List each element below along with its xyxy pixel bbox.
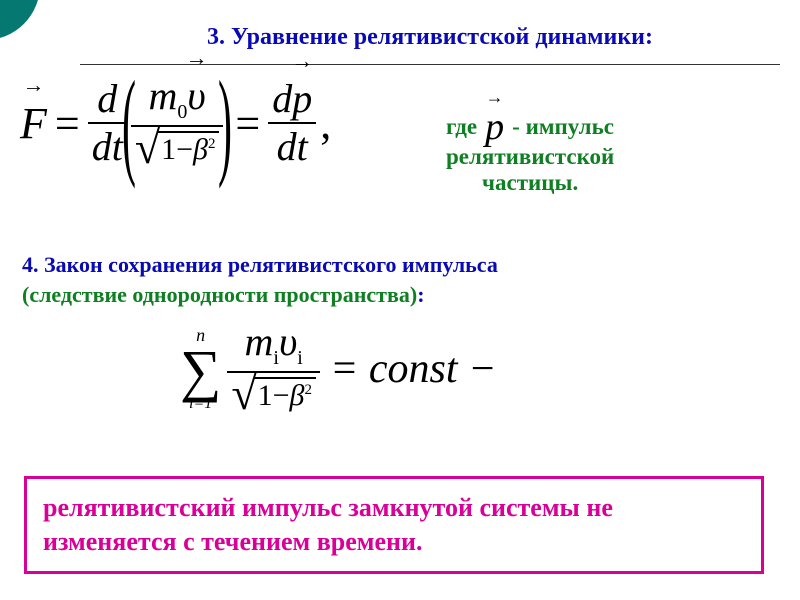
sqrt-den-2: √ 1−β2 bbox=[227, 376, 320, 416]
section-4-heading: 4. Закон сохранения релятивистского импу… bbox=[22, 250, 498, 309]
equation-conservation: n ∑ i=1 miυi √ 1−β2 = const − bbox=[180, 322, 496, 416]
left-paren: ( bbox=[122, 78, 136, 168]
sqrt-den: √ 1−β2 bbox=[131, 130, 224, 170]
corner-circle bbox=[0, 0, 40, 40]
section-4-title-b: (следствие однородности пространства) bbox=[22, 282, 417, 307]
equals-sign: = bbox=[55, 98, 80, 149]
mivi-num: miυi bbox=[240, 322, 306, 368]
highlight-box: релятивистский импульс замкнутой системы… bbox=[24, 476, 764, 574]
term-fraction: miυi √ 1−β2 bbox=[227, 322, 320, 416]
momentum-fraction: m0υ √ 1−β2 bbox=[131, 76, 224, 170]
section-4-number: 4. bbox=[22, 252, 39, 277]
force-F: F bbox=[20, 98, 47, 149]
section-4-title-a: Закон сохранения релятивистского импульс… bbox=[44, 252, 498, 277]
impulse-label: - импульс bbox=[512, 114, 614, 140]
dt-den-2: dt bbox=[273, 127, 312, 167]
right-paren: ) bbox=[218, 78, 232, 168]
equation-dynamics: F = d dt ( m0υ √ 1−β2 ) = dp dt , bbox=[20, 76, 331, 170]
d-num: d bbox=[93, 79, 121, 119]
dp-num: dp bbox=[268, 79, 316, 119]
dt-den: dt bbox=[88, 127, 127, 167]
equals-sign-2: = bbox=[235, 98, 260, 149]
particle-label: частицы. bbox=[446, 170, 614, 196]
sum-lower: i=1 bbox=[189, 395, 212, 413]
section-4-colon: : bbox=[417, 282, 424, 307]
momentum-annotation: где p - импульс релятивистской частицы. bbox=[446, 100, 614, 196]
dp-dt-fraction: dp dt bbox=[268, 79, 316, 167]
where-label: где bbox=[446, 114, 477, 140]
d-dt-fraction: d dt bbox=[88, 79, 127, 167]
summation: n ∑ i=1 bbox=[180, 325, 221, 413]
momentum-p: p bbox=[485, 105, 504, 149]
relativistic-label: релятивистской bbox=[446, 144, 614, 170]
velocity-v: υ bbox=[187, 73, 205, 118]
equals-const: = const − bbox=[330, 345, 496, 393]
m0v-num: m0υ bbox=[145, 76, 210, 122]
comma: , bbox=[320, 98, 331, 149]
